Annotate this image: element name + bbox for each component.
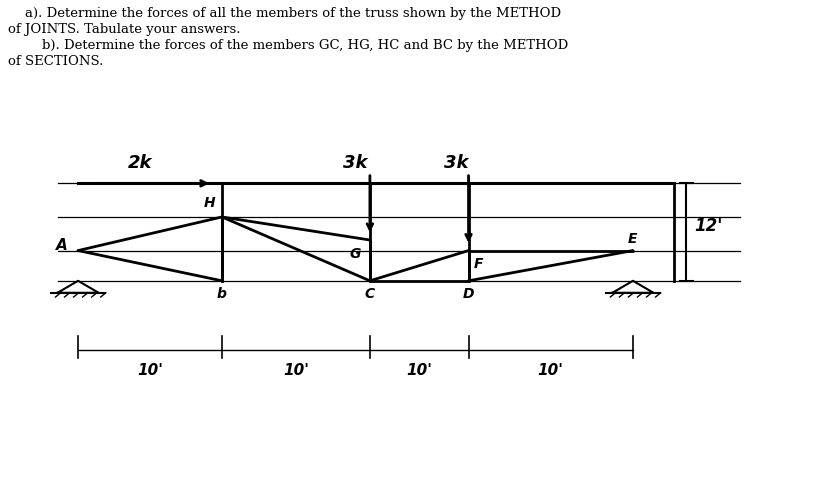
Text: G: G bbox=[349, 247, 361, 262]
Text: 3k: 3k bbox=[343, 154, 367, 172]
Text: 12': 12' bbox=[695, 216, 723, 235]
Text: b). Determine the forces of the members GC, HG, HC and BC by the METHOD: b). Determine the forces of the members … bbox=[8, 39, 569, 52]
Text: of JOINTS. Tabulate your answers.: of JOINTS. Tabulate your answers. bbox=[8, 23, 241, 36]
Text: 2k: 2k bbox=[127, 154, 152, 172]
Text: 3k: 3k bbox=[444, 154, 469, 172]
Text: 10': 10' bbox=[406, 363, 432, 378]
Text: F: F bbox=[473, 257, 483, 271]
Text: a). Determine the forces of all the members of the truss shown by the METHOD: a). Determine the forces of all the memb… bbox=[8, 7, 561, 20]
Text: A: A bbox=[56, 238, 67, 253]
Text: 10': 10' bbox=[538, 363, 564, 378]
Text: 10': 10' bbox=[283, 363, 309, 378]
Text: D: D bbox=[463, 287, 474, 301]
Text: C: C bbox=[365, 287, 375, 301]
Text: E: E bbox=[628, 231, 638, 246]
Text: b: b bbox=[217, 287, 227, 301]
Text: 10': 10' bbox=[137, 363, 164, 378]
Text: of SECTIONS.: of SECTIONS. bbox=[8, 55, 104, 68]
Text: H: H bbox=[204, 195, 215, 210]
